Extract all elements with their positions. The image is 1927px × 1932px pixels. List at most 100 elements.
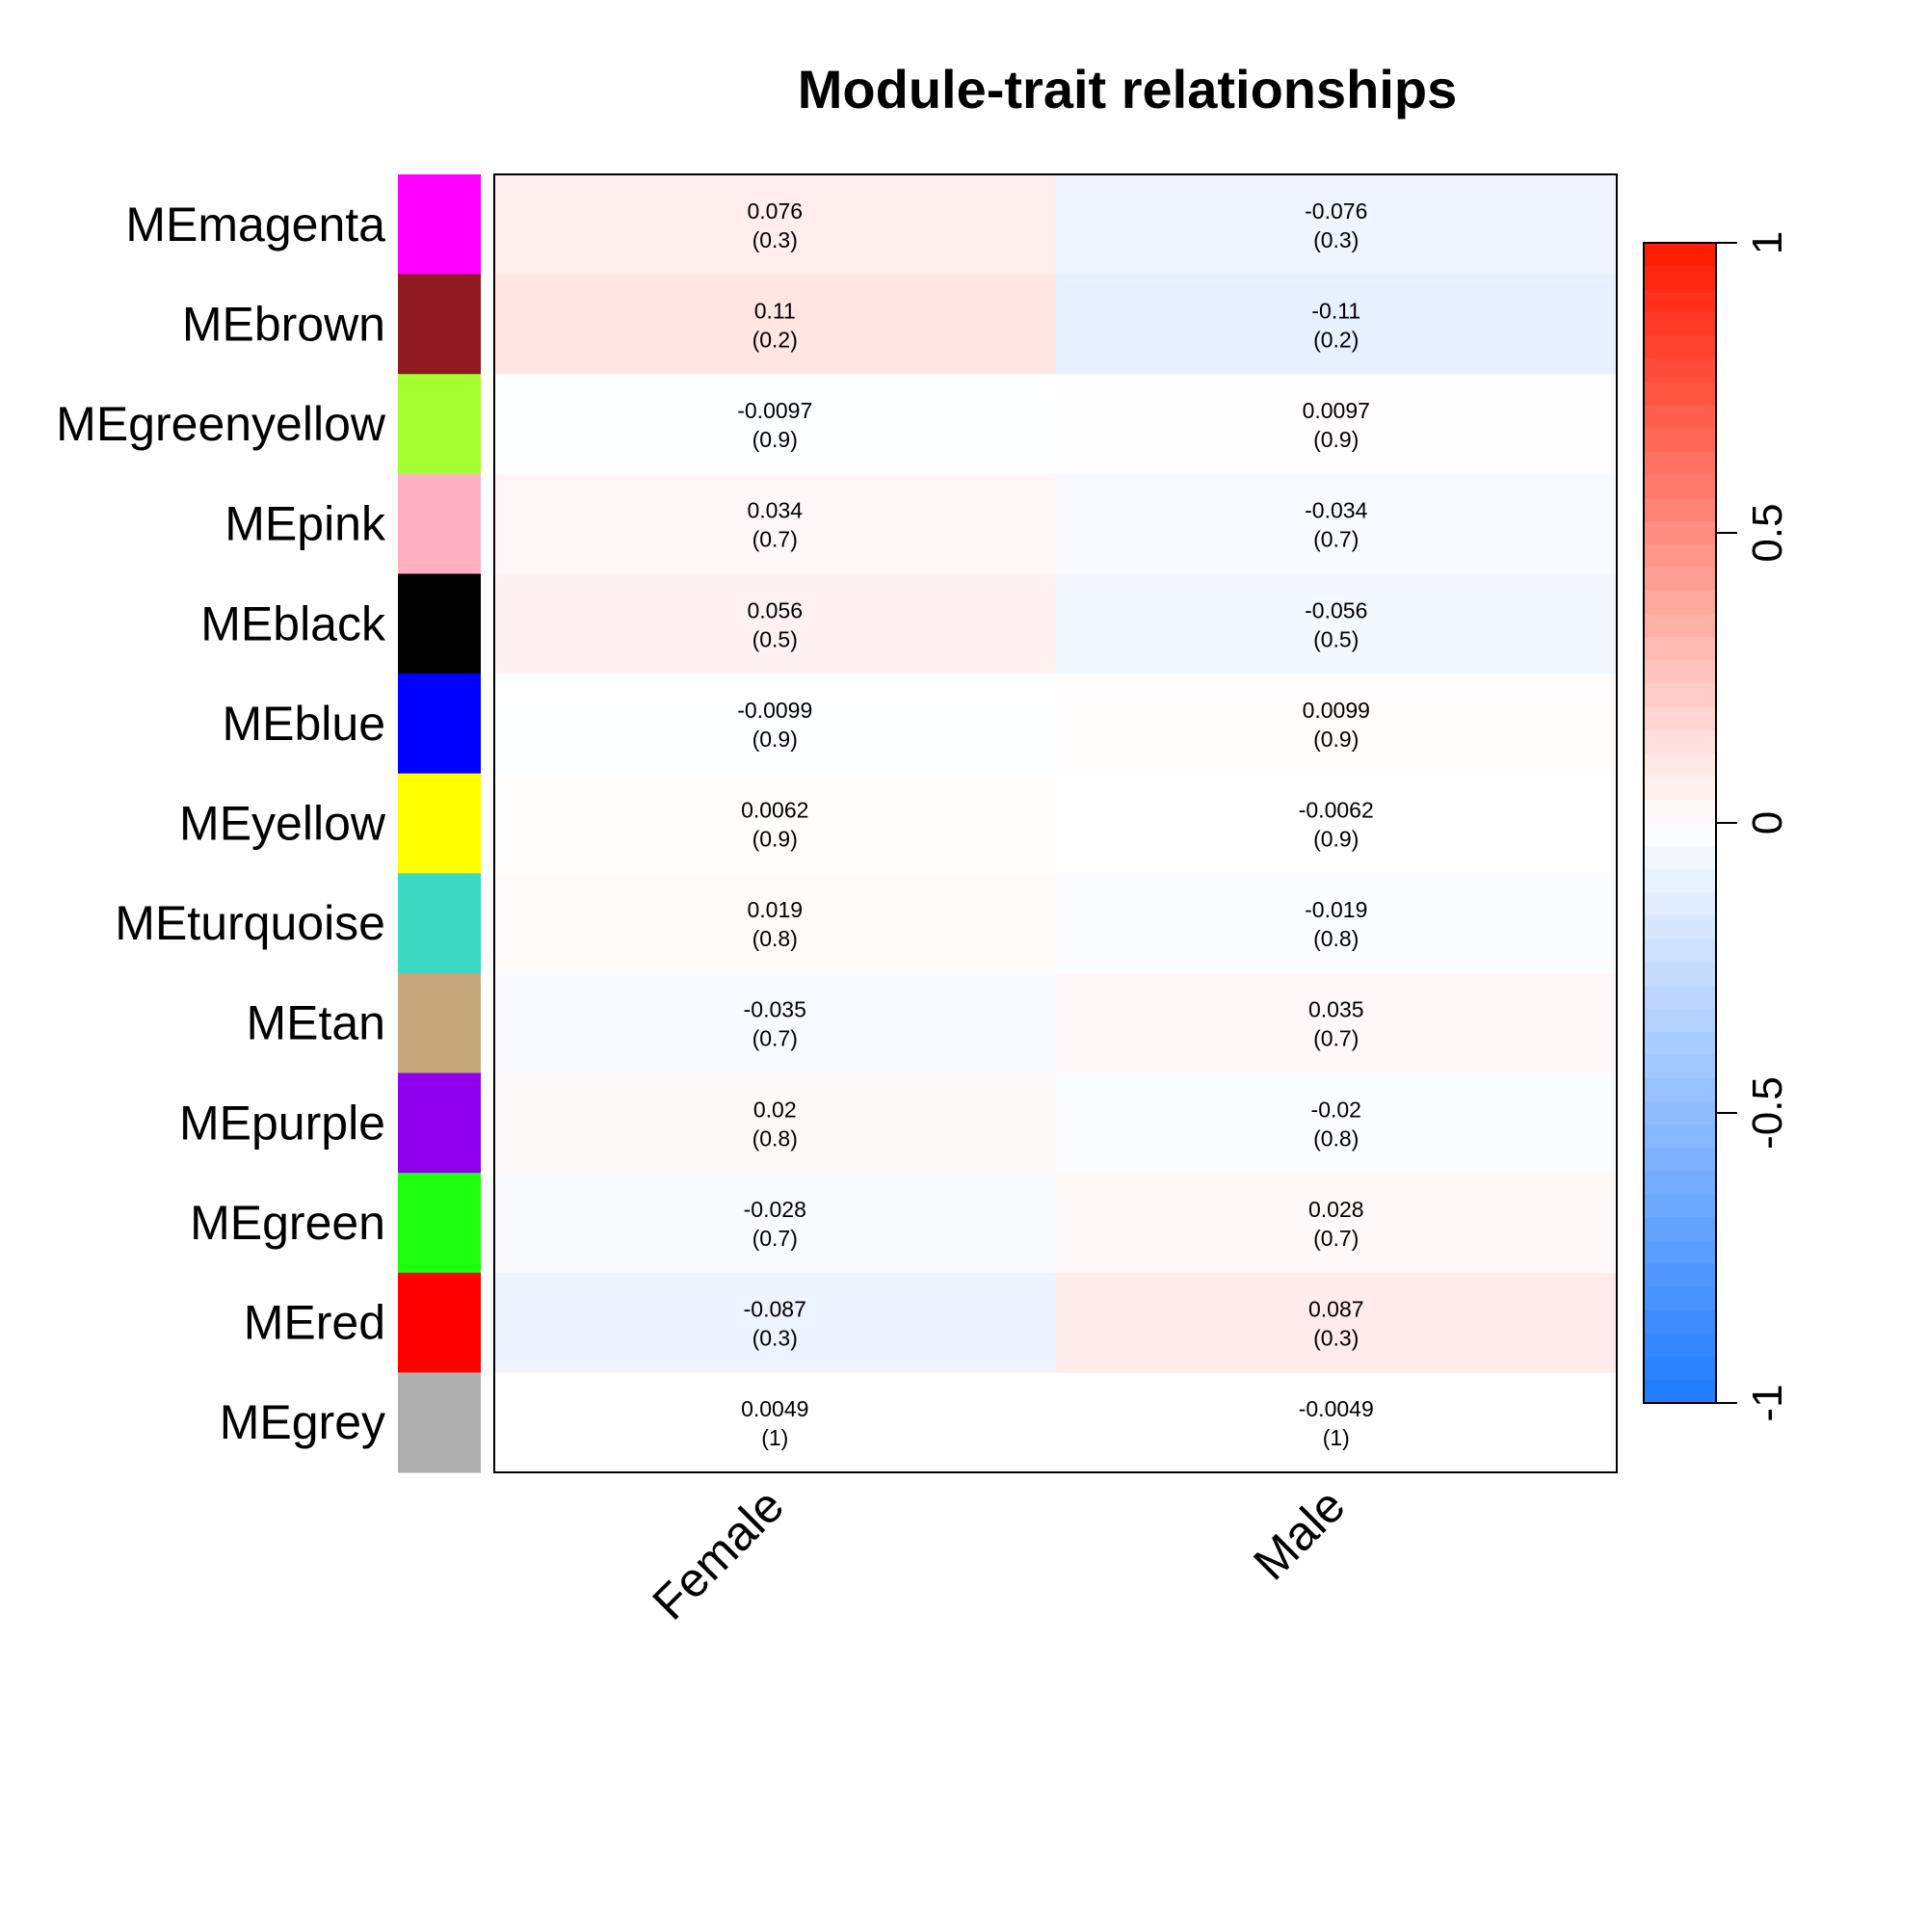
cell-MEyellow-Female bbox=[494, 773, 1056, 874]
row-label-MEblack: MEblack bbox=[200, 596, 386, 650]
colorbar-band bbox=[1644, 1008, 1716, 1033]
cell-MEgreen-Female bbox=[494, 1173, 1056, 1274]
cell-pvalue-label: (0.3) bbox=[1313, 1326, 1359, 1351]
cell-pvalue-label: (0.7) bbox=[752, 527, 798, 552]
chart-title: Module-trait relationships bbox=[798, 59, 1458, 119]
colorbar-band bbox=[1644, 289, 1716, 313]
colorbar-band bbox=[1644, 568, 1716, 592]
swatch-MEpink bbox=[398, 473, 481, 574]
cell-pvalue-label: (0.7) bbox=[752, 1226, 798, 1251]
colorbar-band bbox=[1644, 962, 1716, 987]
colorbar-band bbox=[1644, 706, 1716, 731]
cell-MEpurple-Female bbox=[494, 1072, 1056, 1174]
colorbar-band bbox=[1644, 474, 1716, 499]
cell-correlation-label: -0.019 bbox=[1305, 897, 1367, 922]
cell-correlation-label: 0.076 bbox=[747, 198, 803, 224]
cell-MEturquoise-Male bbox=[1055, 873, 1618, 974]
cell-MEbrown-Male bbox=[1055, 274, 1618, 375]
row-label-MEgreenyellow: MEgreenyellow bbox=[56, 397, 386, 451]
colorbar-tick-label: -1 bbox=[1744, 1384, 1791, 1421]
cell-correlation-label: -0.035 bbox=[744, 997, 806, 1022]
colorbar-band bbox=[1644, 799, 1716, 824]
colorbar-band bbox=[1644, 1240, 1716, 1265]
cell-pvalue-label: (0.9) bbox=[1313, 727, 1359, 752]
colorbar-band bbox=[1644, 1356, 1716, 1381]
cell-pvalue-label: (1) bbox=[761, 1425, 788, 1450]
row-label-MEpurple: MEpurple bbox=[179, 1096, 385, 1150]
cell-correlation-label: 0.0099 bbox=[1303, 698, 1370, 723]
cell-MEbrown-Female bbox=[494, 274, 1056, 375]
cell-correlation-label: 0.034 bbox=[747, 498, 803, 523]
cell-correlation-label: 0.11 bbox=[754, 298, 796, 323]
row-label-MEbrown: MEbrown bbox=[182, 297, 385, 351]
cell-pvalue-label: (0.9) bbox=[752, 727, 798, 752]
colorbar-band bbox=[1644, 660, 1716, 685]
cell-MEgrey-Female bbox=[494, 1372, 1056, 1473]
cell-MEblack-Female bbox=[494, 573, 1056, 675]
colorbar-band bbox=[1644, 985, 1716, 1010]
colorbar-band bbox=[1644, 1171, 1716, 1195]
cell-MEred-Male bbox=[1055, 1272, 1618, 1373]
cell-pvalue-label: (0.3) bbox=[752, 227, 798, 252]
row-label-MEblue: MEblue bbox=[222, 697, 385, 751]
cell-correlation-label: 0.0097 bbox=[1303, 398, 1370, 423]
column-label-Male: Male bbox=[1243, 1478, 1355, 1590]
cell-MEgreenyellow-Female bbox=[494, 374, 1056, 475]
cell-pvalue-label: (0.9) bbox=[752, 427, 798, 452]
row-label-MEmagenta: MEmagenta bbox=[125, 198, 385, 251]
cell-MEmagenta-Female bbox=[494, 174, 1056, 276]
cell-correlation-label: -0.0097 bbox=[737, 398, 812, 423]
heatmap-frame bbox=[493, 173, 1618, 1473]
swatch-MEred bbox=[398, 1272, 481, 1373]
cell-correlation-label: 0.019 bbox=[747, 897, 803, 922]
colorbar-band bbox=[1644, 243, 1716, 267]
cell-pvalue-label: (0.7) bbox=[1313, 1226, 1359, 1251]
cell-pvalue-label: (0.9) bbox=[1313, 427, 1359, 452]
swatch-MEblack bbox=[398, 573, 481, 675]
cell-pvalue-label: (0.3) bbox=[1313, 227, 1359, 252]
cell-pvalue-label: (0.7) bbox=[1313, 527, 1359, 552]
cell-correlation-label: -0.028 bbox=[744, 1197, 806, 1222]
colorbar-band bbox=[1644, 451, 1716, 476]
swatch-MEpurple bbox=[398, 1072, 481, 1174]
module-color-swatches bbox=[398, 174, 481, 1473]
cell-correlation-label: -0.0062 bbox=[1299, 798, 1374, 823]
cell-MEpink-Male bbox=[1055, 473, 1618, 574]
colorbar-tick-label: 1 bbox=[1744, 231, 1791, 254]
cell-pvalue-label: (0.9) bbox=[752, 827, 798, 852]
colorbar-band bbox=[1644, 1054, 1716, 1079]
row-label-MEred: MEred bbox=[244, 1296, 385, 1350]
cell-pvalue-label: (1) bbox=[1323, 1425, 1350, 1450]
cell-correlation-label: 0.028 bbox=[1308, 1197, 1364, 1222]
colorbar-band bbox=[1644, 729, 1716, 754]
swatch-MEgrey bbox=[398, 1372, 481, 1473]
cell-MEtan-Female bbox=[494, 972, 1056, 1074]
colorbar-tick-label: 0 bbox=[1744, 811, 1791, 834]
row-label-MEgrey: MEgrey bbox=[220, 1395, 385, 1449]
cell-pvalue-label: (0.9) bbox=[1313, 827, 1359, 852]
cell-pvalue-label: (0.8) bbox=[752, 1125, 798, 1151]
cell-correlation-label: -0.0099 bbox=[737, 698, 812, 723]
row-label-MEpink: MEpink bbox=[224, 497, 386, 551]
cell-correlation-label: -0.076 bbox=[1305, 198, 1367, 224]
cell-MEred-Female bbox=[494, 1272, 1056, 1373]
cell-correlation-label: 0.0049 bbox=[741, 1396, 808, 1421]
colorbar-band bbox=[1644, 915, 1716, 940]
colorbar-band bbox=[1644, 428, 1716, 453]
colorbar-band bbox=[1644, 1379, 1716, 1404]
swatch-MEgreen bbox=[398, 1173, 481, 1274]
colorbar-band bbox=[1644, 1031, 1716, 1056]
cell-pvalue-label: (0.7) bbox=[1313, 1026, 1359, 1051]
colorbar-band bbox=[1644, 335, 1716, 359]
cell-correlation-label: 0.056 bbox=[747, 597, 803, 622]
cell-MEgreen-Male bbox=[1055, 1173, 1618, 1274]
row-label-MEgreen: MEgreen bbox=[190, 1196, 385, 1250]
colorbar-band bbox=[1644, 266, 1716, 290]
cell-pvalue-label: (0.8) bbox=[1313, 1125, 1359, 1151]
colorbar-band bbox=[1644, 753, 1716, 778]
cell-pvalue-label: (0.8) bbox=[752, 926, 798, 951]
row-label-MEtan: MEtan bbox=[246, 996, 385, 1050]
colorbar-band bbox=[1644, 939, 1716, 964]
cell-MEblue-Male bbox=[1055, 674, 1618, 775]
